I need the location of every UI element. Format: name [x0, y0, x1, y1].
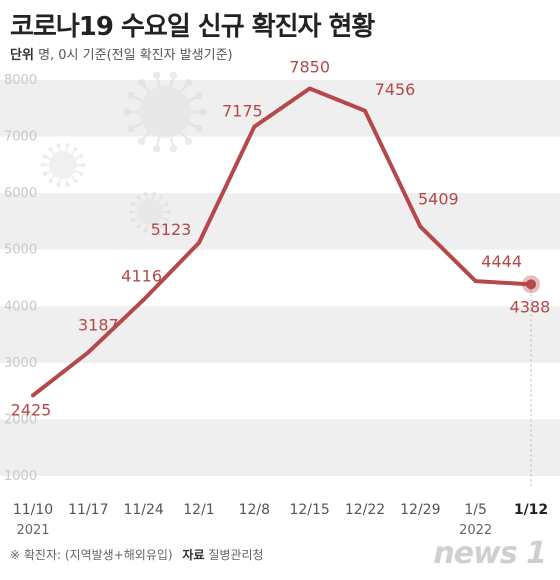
page-title: 코로나19 수요일 신규 확진자 현황	[10, 12, 375, 42]
data-label: 5409	[418, 190, 459, 209]
footnote-text: ※ 확진자: (지역발생+해외유입)	[10, 548, 173, 562]
x-axis-labels: 11/10 11/17 11/24 12/1 12/8 12/15 12/22 12/29 1/…	[13, 502, 548, 538]
data-point	[526, 279, 536, 290]
footer-note: ※ 확진자: (지역발생+해외유입) 자료 질병관리청	[10, 546, 264, 563]
y-axis-labels: 1000 2000 3000 4000 5000 6000 7000 8000	[4, 73, 37, 484]
x-tick-label: 12/8	[239, 502, 270, 518]
x-tick-label: 1/5	[464, 502, 487, 518]
data-label: 4388	[510, 297, 551, 316]
data-labels: 2425 3187 4116 5123 7175 7850 7456 5409 4444 4388	[11, 60, 551, 419]
x-tick-label: 11/10	[13, 502, 53, 518]
x-tick-label: 12/29	[400, 502, 440, 518]
data-label: 7456	[375, 80, 416, 99]
grid-band	[0, 419, 560, 476]
x-tick-label: 11/24	[123, 502, 163, 518]
data-label: 5123	[151, 220, 192, 239]
x-tick-label: 12/22	[345, 502, 385, 518]
grid-band	[0, 306, 560, 363]
virus-icon	[123, 71, 207, 153]
data-label: 4116	[121, 267, 162, 286]
series-line	[31, 86, 533, 398]
data-label: 7850	[289, 60, 330, 76]
grid-band	[0, 193, 560, 250]
y-tick-label: 3000	[4, 356, 37, 371]
y-tick-label: 5000	[4, 243, 37, 258]
source-text: 질병관리청	[208, 548, 264, 562]
unit-label: 단위	[10, 48, 34, 63]
year-label: 2022	[459, 523, 492, 538]
y-tick-label: 8000	[4, 73, 37, 88]
x-tick-label: 1/12	[514, 502, 548, 518]
x-tick-label: 12/15	[289, 502, 329, 518]
data-points	[32, 88, 540, 396]
virus-decoration	[40, 71, 207, 233]
data-label: 7175	[222, 102, 263, 121]
y-tick-label: 4000	[4, 299, 37, 314]
virus-icon	[40, 143, 86, 187]
news1-logo: news 1	[433, 536, 547, 571]
y-tick-label: 6000	[4, 186, 37, 201]
background-bands	[0, 80, 560, 476]
unit-caption: 단위 명, 0시 기준(전일 확진자 발생기준)	[10, 44, 233, 63]
series-line-group	[31, 86, 533, 486]
y-tick-label: 1000	[4, 469, 37, 484]
source-label: 자료	[182, 548, 205, 562]
line-chart: 1000 2000 3000 4000 5000 6000 7000 8000 2425 318…	[0, 60, 560, 538]
unit-text: 명, 0시 기준(전일 확진자 발생기준)	[38, 48, 233, 63]
data-label: 3187	[78, 315, 119, 334]
x-tick-label: 11/17	[68, 502, 108, 518]
data-label: 4444	[481, 252, 522, 271]
x-tick-label: 12/1	[183, 502, 214, 518]
y-tick-label: 2000	[4, 412, 37, 427]
data-label: 2425	[11, 400, 52, 419]
virus-icon	[129, 191, 171, 233]
year-label: 2021	[16, 523, 49, 538]
y-tick-label: 7000	[4, 130, 37, 145]
